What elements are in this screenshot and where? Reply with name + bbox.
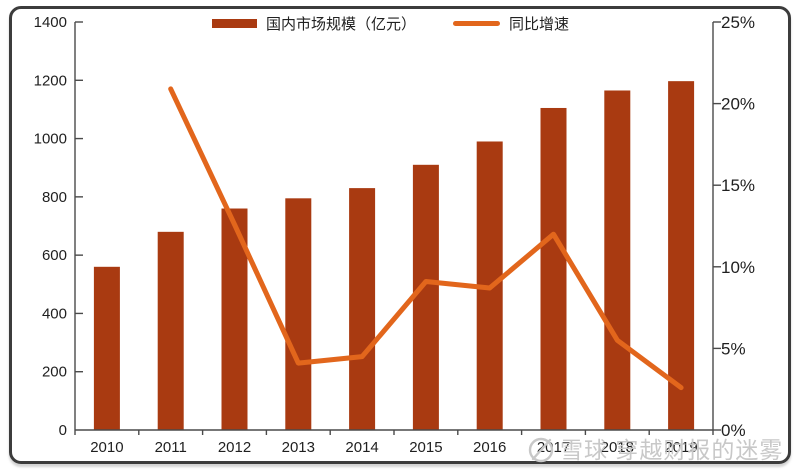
x-axis-label: 2012 <box>218 439 251 456</box>
chart-legend: 国内市场规模（亿元） 同比增速 <box>212 13 569 34</box>
x-axis-label: 2014 <box>345 439 378 456</box>
y-axis-label-left: 600 <box>42 247 67 264</box>
bar <box>668 81 695 430</box>
x-axis-label: 2010 <box>90 439 123 456</box>
y-axis-label-left: 1200 <box>34 72 67 89</box>
y-axis-label-left: 0 <box>59 422 67 439</box>
bar <box>349 188 376 430</box>
legend-item-market-size: 国内市场规模（亿元） <box>212 13 416 34</box>
y-axis-label-left: 1000 <box>34 131 67 148</box>
bar <box>157 231 184 430</box>
bar <box>93 266 120 430</box>
y-axis-label-left: 200 <box>42 364 67 381</box>
y-axis-label-right: 5% <box>721 339 746 358</box>
line-series-swatch-icon <box>453 21 501 26</box>
bar-series-label: 国内市场规模（亿元） <box>266 16 417 33</box>
x-axis-label: 2019 <box>664 439 697 456</box>
bar <box>412 164 439 431</box>
bar <box>604 90 631 430</box>
y-axis-label-left: 1400 <box>34 14 67 31</box>
y-axis-label-left: 400 <box>42 305 67 322</box>
bar-series-swatch-icon <box>212 19 257 28</box>
bar <box>540 107 567 430</box>
legend-item-growth: 同比增速 <box>453 13 569 34</box>
y-axis-label-right: 15% <box>721 176 755 195</box>
x-axis-label: 2018 <box>601 439 634 456</box>
x-axis-label: 2017 <box>537 439 570 456</box>
watermark: 雪球 穿越财报的迷雾 <box>527 435 783 465</box>
line-series-label: 同比增速 <box>509 16 570 33</box>
x-axis-label: 2016 <box>473 439 506 456</box>
y-axis-label-right: 10% <box>721 258 755 277</box>
growth-line <box>168 86 684 391</box>
watermark-text: 雪球 穿越财报的迷雾 <box>560 437 784 463</box>
x-axis-label: 2015 <box>409 439 442 456</box>
xueqiu-snowball-icon <box>528 437 554 463</box>
y-axis-label-right: 0% <box>721 421 746 440</box>
x-axis-label: 2013 <box>282 439 315 456</box>
x-axis-label: 2011 <box>155 439 187 456</box>
bar <box>285 198 312 430</box>
y-axis-label-left: 800 <box>42 189 67 206</box>
y-axis-label-right: 25% <box>721 13 755 32</box>
y-axis-label-right: 20% <box>721 95 755 114</box>
